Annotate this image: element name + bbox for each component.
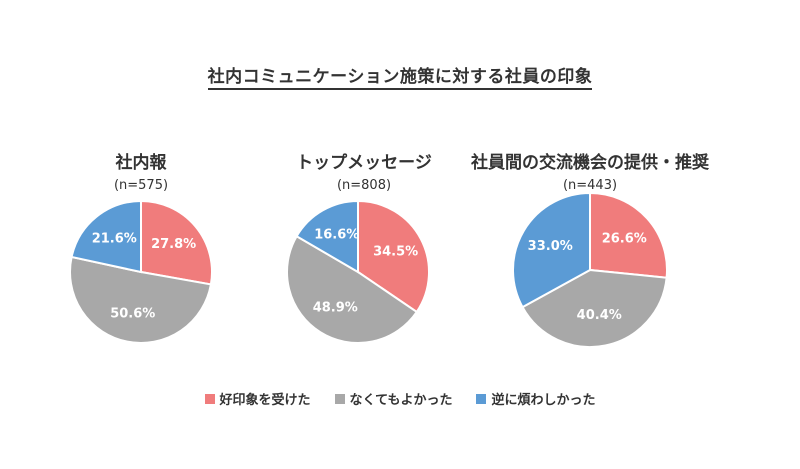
pie-title-3: 社員間の交流機会の提供・推奨 bbox=[471, 153, 709, 173]
chart-main-title: 社内コミュニケーション施策に対する社員の印象 bbox=[0, 62, 800, 90]
pie-n-label-1: (n=575) bbox=[113, 178, 169, 193]
pie-3-label-unnecessary: 40.4% bbox=[577, 308, 622, 323]
legend-item-annoying: 逆に煩わしかった bbox=[476, 389, 596, 408]
pie-3-label-annoying: 33.0% bbox=[528, 239, 573, 254]
pie-title-2: トップメッセージ bbox=[296, 153, 432, 173]
legend-item-unnecessary: なくてもよかった bbox=[334, 389, 453, 408]
pie-n-label-2: (n=808) bbox=[336, 178, 392, 193]
pie-n-label-3: (n=443) bbox=[562, 178, 618, 193]
pie-1-label-unnecessary: 50.6% bbox=[110, 306, 155, 321]
legend-label-unnecessary: なくてもよかった bbox=[349, 393, 453, 408]
pie-2-slice-annoying bbox=[295, 199, 359, 274]
pie-1-label-positive: 27.8% bbox=[151, 237, 196, 252]
legend-swatch-unnecessary bbox=[334, 393, 345, 404]
pie-1-slice-annoying bbox=[70, 199, 142, 274]
pie-2-slice-positive bbox=[357, 199, 430, 314]
chart-legend: 好印象を受けた なくてもよかった 逆に煩わしかった bbox=[0, 389, 800, 408]
pie-2-label-positive: 34.5% bbox=[373, 245, 418, 260]
pie-3-slice-unnecessary bbox=[521, 268, 668, 348]
pie-1-slice-unnecessary bbox=[69, 255, 213, 344]
pie-3-label-positive: 26.6% bbox=[602, 232, 647, 247]
legend-swatch-positive bbox=[204, 393, 215, 404]
pie-1-label-annoying: 21.6% bbox=[92, 231, 137, 246]
legend-swatch-annoying bbox=[476, 393, 487, 404]
pie-3-slice-annoying bbox=[512, 191, 591, 309]
legend-label-annoying: 逆に煩わしかった bbox=[491, 393, 596, 408]
pie-title-1: 社内報 bbox=[115, 153, 167, 173]
chart-main-title-text: 社内コミュニケーション施策に対する社員の印象 bbox=[207, 67, 593, 90]
pie-3-slice-positive bbox=[589, 191, 668, 279]
pie-1-slice-positive bbox=[140, 199, 213, 286]
pie-2-label-annoying: 16.6% bbox=[314, 228, 359, 243]
legend-label-positive: 好印象を受けた bbox=[219, 393, 311, 408]
legend-item-positive: 好印象を受けた bbox=[204, 389, 311, 408]
pie-2-label-unnecessary: 48.9% bbox=[313, 301, 358, 316]
pie-2-slice-unnecessary bbox=[286, 234, 419, 344]
